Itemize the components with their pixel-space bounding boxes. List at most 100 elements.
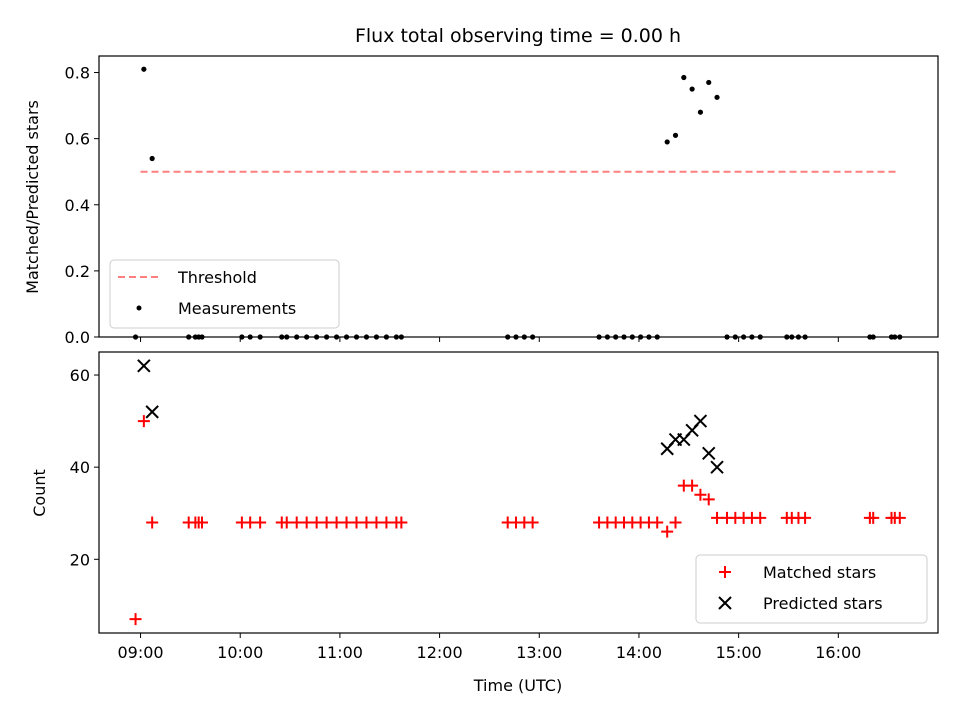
measurement-point [505, 334, 511, 340]
ratio-y-tick-label: 0.8 [65, 64, 90, 83]
measurement-point [239, 334, 245, 340]
measurement-point [353, 334, 360, 340]
matched-star-point [893, 511, 906, 524]
count-plot-frame [98, 351, 939, 634]
count-plot-area [129, 359, 906, 626]
predicted-legend-swatch [718, 596, 732, 610]
measurement-point [672, 132, 679, 138]
ratio-y-tick-label: 0.2 [65, 262, 90, 281]
measurement-point [596, 334, 602, 340]
measurement-point [749, 334, 755, 340]
measurement-point [604, 334, 610, 340]
measurement-point [247, 334, 253, 340]
measurement-point [284, 334, 290, 340]
count-panel: 20 40 60 09:00 10:00 11:00 12:00 13:00 14:00 15:… [30, 351, 939, 695]
measurements-legend-swatch [136, 305, 142, 311]
measurement-point [279, 334, 285, 340]
measurement-point [373, 334, 380, 340]
measurements-legend-label: Measurements [178, 299, 296, 318]
measurement-point [149, 155, 155, 162]
measurement-point [646, 334, 652, 340]
measurement-point [681, 74, 687, 81]
measurement-point [689, 86, 695, 92]
ratio-y-axis: 0.0 0.2 0.4 0.6 0.8 [65, 64, 99, 347]
measurement-point [741, 334, 747, 340]
measurement-point [870, 334, 876, 340]
matched-star-point [702, 493, 715, 506]
measurement-point [199, 334, 205, 340]
ratio-y-tick-label: 0.4 [65, 196, 90, 215]
ratio-y-tick-label: 0.0 [65, 328, 90, 347]
count-y-axis: 20 40 60 [70, 366, 99, 569]
measurement-point [294, 334, 300, 340]
matched-star-point [754, 511, 767, 524]
matched-star-point [254, 516, 267, 529]
x-axis-label: Time (UTC) [473, 676, 562, 695]
predicted-star-point [702, 446, 716, 461]
matched-star-point [196, 516, 209, 529]
matched-star-point [669, 516, 682, 529]
matched-star-point [694, 488, 707, 501]
measurement-point [629, 334, 635, 340]
matched-star-point [867, 511, 880, 524]
measurement-point [314, 334, 320, 340]
x-tick-label: 14:00 [616, 643, 662, 662]
measurement-point [654, 334, 660, 340]
count-y-tick-label: 20 [70, 550, 90, 569]
predicted-star-point [693, 414, 708, 428]
measurement-point [186, 334, 192, 340]
matched-star-point [129, 613, 142, 626]
matched-star-point [799, 511, 812, 524]
measurement-point [697, 109, 704, 115]
measurement-point [802, 334, 808, 340]
x-tick-label: 13:00 [516, 643, 562, 662]
measurement-point [513, 334, 519, 340]
measurement-point [892, 334, 898, 340]
ratio-y-axis-label: Matched/Predicted stars [23, 100, 42, 294]
matched-star-point [651, 516, 664, 529]
measurement-point [613, 334, 619, 340]
ratio-panel: Flux total observing time = 0.00 h 0.00.… [23, 25, 939, 347]
predicted-legend-label: Predicted stars [763, 594, 883, 613]
matched-star-point [686, 479, 699, 492]
matched-star-point [661, 525, 674, 538]
measurement-point [257, 334, 263, 340]
measurement-point [897, 334, 903, 340]
measurement-point [324, 334, 330, 340]
matched-star-point [137, 415, 150, 428]
measurement-point [343, 334, 350, 340]
x-tick-label: 09:00 [117, 643, 163, 662]
measurement-point [132, 334, 139, 340]
measurement-point [383, 334, 390, 340]
matched-star-point [526, 516, 539, 529]
chart-title: Flux total observing time = 0.00 h [355, 25, 681, 47]
measurement-point [304, 334, 310, 340]
matched-legend-swatch [719, 566, 731, 578]
x-tick-label: 16:00 [815, 643, 861, 662]
predicted-star-point [145, 405, 159, 419]
measurement-point [706, 79, 712, 86]
measurement-point [784, 334, 790, 340]
measurement-point [141, 66, 147, 72]
measurement-point [638, 334, 644, 340]
count-legend-box [695, 554, 928, 624]
measurement-point [714, 94, 720, 100]
x-tick-label: 10:00 [217, 643, 263, 662]
ratio-legend: Threshold Measurements [109, 259, 340, 329]
measurement-point [363, 334, 370, 340]
x-tick-label: 12:00 [417, 643, 463, 662]
measurement-point [664, 139, 670, 145]
count-y-tick-label: 60 [70, 366, 90, 385]
threshold-legend-label: Threshold [177, 268, 257, 287]
measurement-point [724, 334, 730, 340]
count-y-tick-label: 40 [70, 458, 90, 477]
ratio-y-tick-label: 0.6 [65, 130, 90, 149]
ratio-plot-area [132, 66, 903, 340]
ratio-legend-box [109, 259, 340, 329]
matched-star-point [395, 516, 408, 529]
count-legend: Matched stars Predicted stars [695, 554, 928, 624]
measurement-point [521, 334, 527, 340]
measurement-point [393, 334, 399, 340]
measurement-point [621, 334, 627, 340]
predicted-star-point [137, 359, 151, 373]
